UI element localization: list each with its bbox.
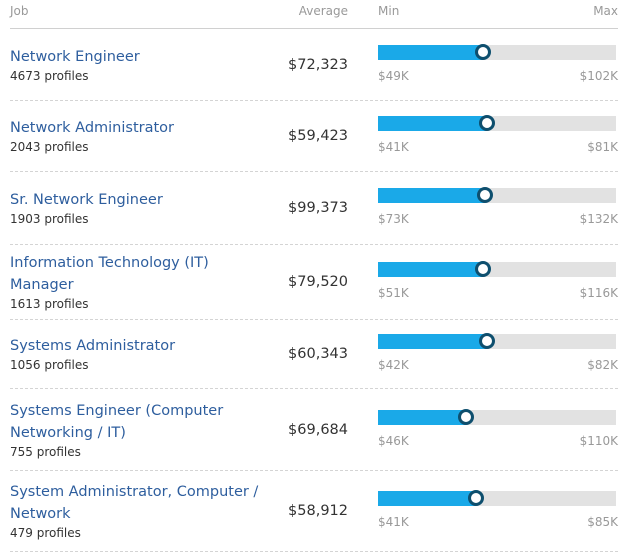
min-salary: $41K xyxy=(378,515,409,529)
job-title-link[interactable]: Systems Administrator xyxy=(10,338,176,354)
salary-range-fill xyxy=(378,44,483,60)
profile-count: 1903 profiles xyxy=(10,212,89,226)
table-row: Network Engineer 4673 profiles $72,323 $… xyxy=(10,29,618,101)
table-row: Systems Administrator 1056 profiles $60,… xyxy=(10,320,618,389)
average-marker-icon xyxy=(467,490,484,506)
average-salary: $59,423 xyxy=(288,128,348,144)
salary-range-fill xyxy=(378,262,483,277)
job-cell: System Administrator, Computer / Network… xyxy=(10,481,260,541)
min-salary: $41K xyxy=(378,140,409,154)
salary-range-fill xyxy=(378,116,488,131)
table-row: System Administrator, Computer / Network… xyxy=(10,471,618,552)
table-row: Systems Engineer (Computer Networking / … xyxy=(10,389,618,471)
job-cell: Network Engineer 4673 profiles xyxy=(10,46,260,84)
job-title-link[interactable]: Sr. Network Engineer xyxy=(10,192,163,208)
table-header: Job Average Min Max xyxy=(10,0,618,29)
profile-count: 1613 profiles xyxy=(10,297,89,311)
salary-range-fill xyxy=(378,334,488,349)
job-cell: Network Administrator 2043 profiles xyxy=(10,117,260,155)
profile-count: 4673 profiles xyxy=(10,68,89,83)
salary-range-bar xyxy=(378,43,616,60)
min-salary: $73K xyxy=(378,212,409,226)
job-cell: Sr. Network Engineer 1903 profiles xyxy=(10,189,260,227)
header-job: Job xyxy=(10,4,29,18)
salary-range-bar xyxy=(378,115,616,131)
table-row: Network Administrator 2043 profiles $59,… xyxy=(10,101,618,172)
average-marker-icon xyxy=(477,187,494,203)
header-min: Min xyxy=(378,4,400,18)
profile-count: 479 profiles xyxy=(10,526,81,540)
salary-range-bar xyxy=(378,408,616,425)
max-salary: $102K xyxy=(579,68,618,83)
average-salary: $60,343 xyxy=(288,346,348,362)
table-row: Information Technology (IT) Manager 1613… xyxy=(10,245,618,320)
profile-count: 755 profiles xyxy=(10,444,81,459)
salary-range-bar xyxy=(378,333,616,349)
average-salary: $99,373 xyxy=(288,200,348,216)
average-salary: $79,520 xyxy=(288,274,348,290)
header-average: Average xyxy=(298,4,348,18)
average-marker-icon xyxy=(479,115,496,131)
min-salary: $51K xyxy=(378,286,409,300)
job-title-link[interactable]: System Administrator, Computer / Network xyxy=(10,484,259,522)
salary-range-fill xyxy=(378,491,476,506)
max-salary: $110K xyxy=(579,433,618,448)
average-salary: $58,912 xyxy=(288,503,348,519)
table-row: Sr. Network Engineer 1903 profiles $99,3… xyxy=(10,172,618,245)
job-title-link[interactable]: Information Technology (IT) Manager xyxy=(10,255,209,293)
average-salary: $72,323 xyxy=(288,56,348,73)
min-salary: $42K xyxy=(378,358,409,372)
job-cell: Information Technology (IT) Manager 1613… xyxy=(10,252,260,312)
job-title-link[interactable]: Systems Engineer (Computer Networking / … xyxy=(10,402,224,441)
job-cell: Systems Engineer (Computer Networking / … xyxy=(10,400,260,460)
max-salary: $81K xyxy=(587,140,618,154)
max-salary: $116K xyxy=(579,286,618,300)
profile-count: 2043 profiles xyxy=(10,140,89,154)
profile-count: 1056 profiles xyxy=(10,358,89,372)
average-marker-icon xyxy=(474,261,491,277)
salary-range-fill xyxy=(378,188,486,203)
average-marker-icon xyxy=(458,408,475,425)
job-title-link[interactable]: Network Administrator xyxy=(10,120,174,136)
salary-range-bar xyxy=(378,490,616,506)
min-salary: $46K xyxy=(378,433,409,448)
min-salary: $49K xyxy=(378,68,409,83)
average-salary: $69,684 xyxy=(288,421,348,438)
max-salary: $85K xyxy=(587,515,618,529)
salary-range-fill xyxy=(378,409,467,425)
average-marker-icon xyxy=(479,333,496,349)
header-max: Max xyxy=(593,4,618,18)
job-cell: Systems Administrator 1056 profiles xyxy=(10,335,260,373)
salary-range-bar xyxy=(378,261,616,277)
job-title-link[interactable]: Network Engineer xyxy=(10,48,140,65)
salary-range-bar xyxy=(378,187,616,203)
max-salary: $132K xyxy=(579,212,618,226)
max-salary: $82K xyxy=(587,358,618,372)
average-marker-icon xyxy=(474,43,491,60)
